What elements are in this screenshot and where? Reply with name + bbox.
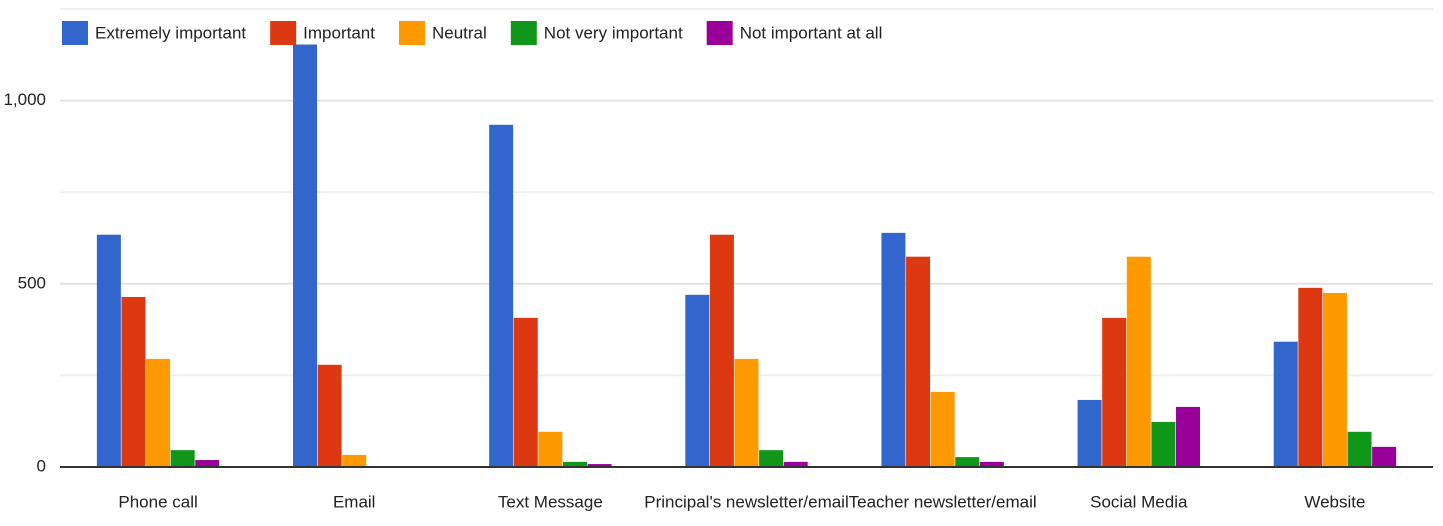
- y-tick-label: 1,000: [3, 90, 46, 109]
- bar: [1347, 431, 1372, 467]
- bar: [342, 454, 367, 467]
- bar: [121, 296, 146, 467]
- bar: [881, 232, 906, 467]
- bar: [709, 234, 734, 467]
- x-tick-label: Website: [1304, 492, 1365, 511]
- bar: [734, 358, 759, 467]
- bar: [293, 44, 318, 467]
- bar: [930, 391, 955, 467]
- x-tick-label: Principal's newsletter/email: [644, 492, 849, 511]
- x-tick-label: Teacher newsletter/email: [849, 492, 1037, 511]
- bar: [1322, 292, 1347, 467]
- legend-swatch: [398, 21, 425, 45]
- bar: [587, 464, 612, 467]
- legend-label: Important: [303, 23, 375, 42]
- bar: [1126, 256, 1151, 467]
- bar: [1298, 287, 1323, 467]
- bar: [685, 294, 710, 467]
- x-tick-label: Social Media: [1090, 492, 1188, 511]
- bar: [955, 457, 980, 467]
- legend-swatch: [510, 21, 537, 45]
- x-tick-label: Text Message: [498, 492, 603, 511]
- bar: [1175, 406, 1200, 467]
- bar: [562, 461, 587, 467]
- legend-swatch: [62, 21, 88, 45]
- bar: [513, 317, 538, 467]
- bar: [538, 431, 563, 467]
- bar: [979, 461, 1004, 467]
- legend-swatch: [270, 21, 297, 45]
- x-tick-label: Phone call: [118, 492, 197, 511]
- bar: [146, 358, 171, 467]
- bar: [1151, 421, 1176, 467]
- bar: [1102, 317, 1127, 467]
- bar: [1077, 399, 1102, 467]
- bar: [317, 364, 342, 467]
- bar: [1372, 446, 1397, 467]
- bar: [195, 460, 220, 467]
- bar: [96, 234, 121, 467]
- bar: [489, 124, 514, 467]
- bar: [783, 461, 808, 467]
- y-tick-label: 500: [18, 273, 46, 292]
- legend-label: Extremely important: [95, 23, 246, 42]
- bar: [759, 450, 784, 467]
- legend-swatch: [706, 21, 733, 45]
- x-tick-label: Email: [333, 492, 376, 511]
- legend-label: Not important at all: [740, 23, 883, 42]
- bar: [170, 450, 195, 467]
- y-tick-label: 0: [37, 456, 46, 475]
- bar: [906, 256, 931, 467]
- bar: [1273, 341, 1298, 467]
- legend-label: Neutral: [432, 23, 487, 42]
- legend-label: Not very important: [544, 23, 683, 42]
